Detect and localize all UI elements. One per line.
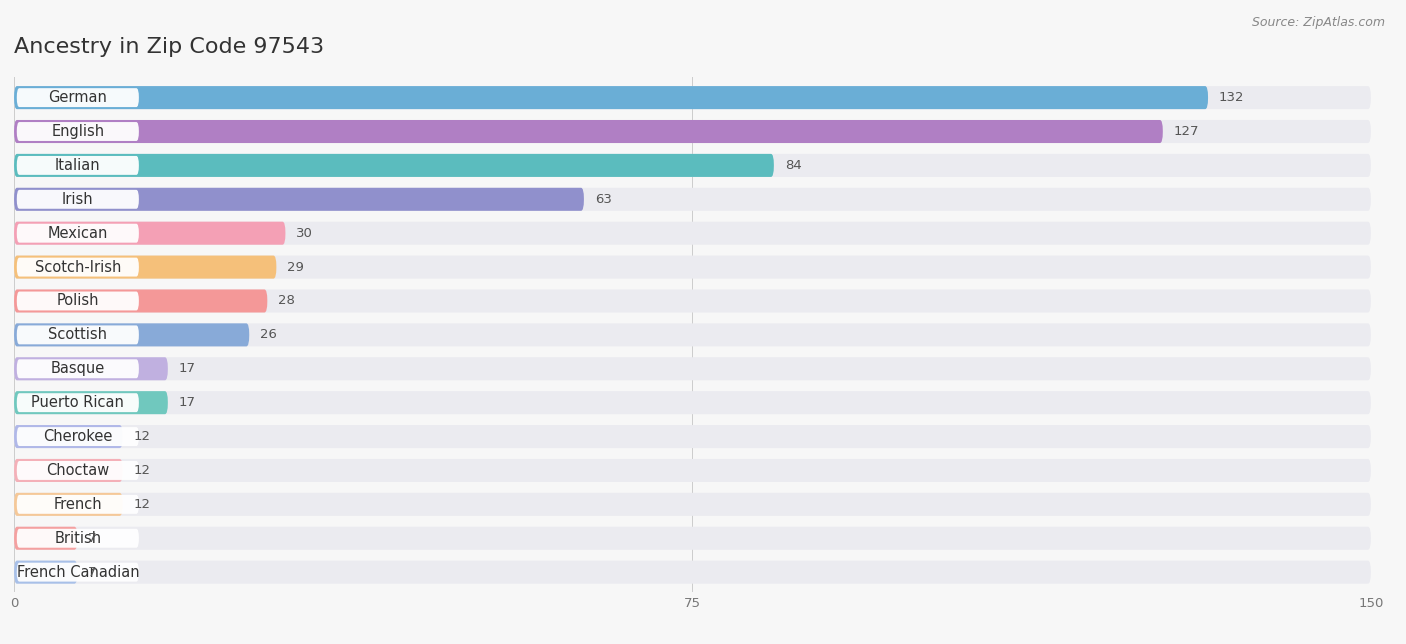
FancyBboxPatch shape xyxy=(17,427,139,446)
FancyBboxPatch shape xyxy=(17,563,139,582)
Text: Cherokee: Cherokee xyxy=(44,429,112,444)
Text: 29: 29 xyxy=(287,261,304,274)
FancyBboxPatch shape xyxy=(14,493,1371,516)
Text: French: French xyxy=(53,497,103,512)
FancyBboxPatch shape xyxy=(14,425,1371,448)
FancyBboxPatch shape xyxy=(14,222,1371,245)
FancyBboxPatch shape xyxy=(14,222,285,245)
Text: 12: 12 xyxy=(134,498,150,511)
Text: 30: 30 xyxy=(297,227,314,240)
FancyBboxPatch shape xyxy=(17,292,139,310)
FancyBboxPatch shape xyxy=(17,529,139,547)
Text: Ancestry in Zip Code 97543: Ancestry in Zip Code 97543 xyxy=(14,37,325,57)
FancyBboxPatch shape xyxy=(14,256,277,279)
Text: Source: ZipAtlas.com: Source: ZipAtlas.com xyxy=(1251,16,1385,29)
FancyBboxPatch shape xyxy=(17,325,139,345)
FancyBboxPatch shape xyxy=(14,357,167,381)
Text: 7: 7 xyxy=(89,565,97,579)
FancyBboxPatch shape xyxy=(14,120,1163,143)
Text: 127: 127 xyxy=(1174,125,1199,138)
Text: 17: 17 xyxy=(179,363,195,375)
Text: Puerto Rican: Puerto Rican xyxy=(31,395,124,410)
FancyBboxPatch shape xyxy=(14,459,1371,482)
FancyBboxPatch shape xyxy=(14,561,1371,583)
Text: 132: 132 xyxy=(1219,91,1244,104)
Text: Scottish: Scottish xyxy=(48,327,107,343)
FancyBboxPatch shape xyxy=(14,323,1371,346)
Text: 28: 28 xyxy=(278,294,295,307)
Text: 12: 12 xyxy=(134,430,150,443)
Text: 17: 17 xyxy=(179,396,195,409)
FancyBboxPatch shape xyxy=(17,495,139,514)
Text: 84: 84 xyxy=(785,159,801,172)
Text: 63: 63 xyxy=(595,193,612,206)
FancyBboxPatch shape xyxy=(14,256,1371,279)
Text: Choctaw: Choctaw xyxy=(46,463,110,478)
FancyBboxPatch shape xyxy=(17,393,139,412)
FancyBboxPatch shape xyxy=(17,156,139,175)
Text: 12: 12 xyxy=(134,464,150,477)
Text: British: British xyxy=(55,531,101,545)
FancyBboxPatch shape xyxy=(14,86,1208,109)
Text: Polish: Polish xyxy=(56,294,98,308)
FancyBboxPatch shape xyxy=(17,190,139,209)
FancyBboxPatch shape xyxy=(17,122,139,141)
Text: Basque: Basque xyxy=(51,361,105,376)
FancyBboxPatch shape xyxy=(14,154,1371,177)
FancyBboxPatch shape xyxy=(14,120,1371,143)
FancyBboxPatch shape xyxy=(14,391,1371,414)
FancyBboxPatch shape xyxy=(14,188,1371,211)
Text: 7: 7 xyxy=(89,532,97,545)
Text: Mexican: Mexican xyxy=(48,225,108,241)
FancyBboxPatch shape xyxy=(14,188,583,211)
FancyBboxPatch shape xyxy=(14,323,249,346)
Text: Scotch-Irish: Scotch-Irish xyxy=(35,260,121,274)
FancyBboxPatch shape xyxy=(14,391,167,414)
FancyBboxPatch shape xyxy=(14,289,1371,312)
FancyBboxPatch shape xyxy=(14,289,267,312)
FancyBboxPatch shape xyxy=(17,223,139,243)
FancyBboxPatch shape xyxy=(17,258,139,276)
Text: Irish: Irish xyxy=(62,192,94,207)
FancyBboxPatch shape xyxy=(14,561,77,583)
FancyBboxPatch shape xyxy=(14,425,122,448)
Text: English: English xyxy=(51,124,104,139)
Text: German: German xyxy=(48,90,107,105)
Text: Italian: Italian xyxy=(55,158,101,173)
FancyBboxPatch shape xyxy=(14,154,773,177)
FancyBboxPatch shape xyxy=(14,527,1371,550)
Text: French Canadian: French Canadian xyxy=(17,565,139,580)
FancyBboxPatch shape xyxy=(14,357,1371,381)
FancyBboxPatch shape xyxy=(17,88,139,107)
FancyBboxPatch shape xyxy=(17,461,139,480)
FancyBboxPatch shape xyxy=(17,359,139,378)
FancyBboxPatch shape xyxy=(14,459,122,482)
Text: 26: 26 xyxy=(260,328,277,341)
FancyBboxPatch shape xyxy=(14,493,122,516)
FancyBboxPatch shape xyxy=(14,86,1371,109)
FancyBboxPatch shape xyxy=(14,527,77,550)
